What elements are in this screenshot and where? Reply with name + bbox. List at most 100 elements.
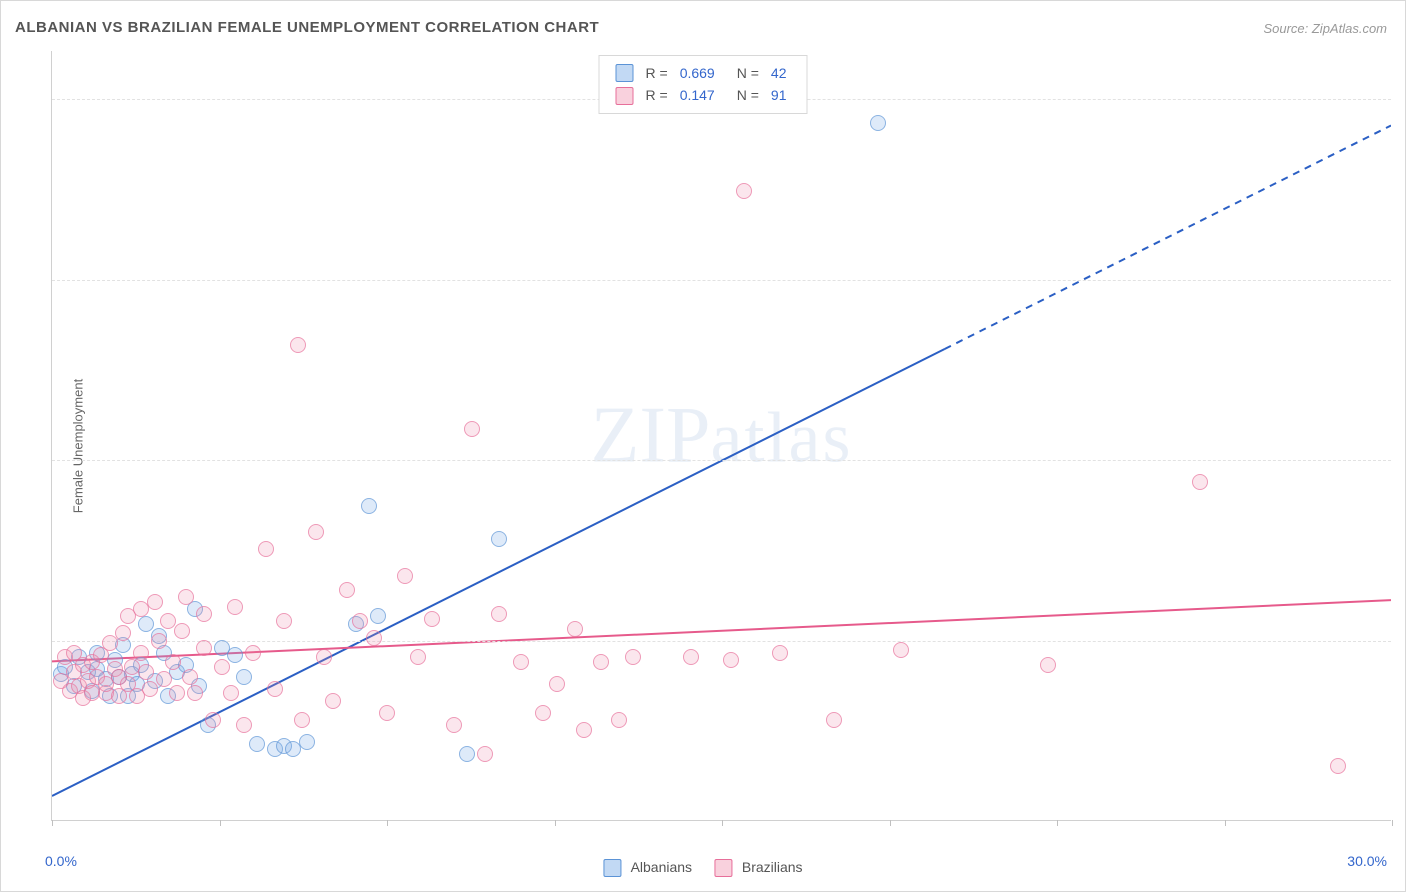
grid-line bbox=[52, 641, 1391, 642]
legend-n-label: N = bbox=[721, 84, 765, 106]
legend-r-value: 0.669 bbox=[674, 62, 721, 84]
scatter-point bbox=[366, 630, 382, 646]
scatter-point bbox=[736, 183, 752, 199]
scatter-point bbox=[187, 685, 203, 701]
scatter-point bbox=[625, 649, 641, 665]
legend-swatch-brazilians bbox=[616, 87, 634, 105]
scatter-point bbox=[1040, 657, 1056, 673]
scatter-point bbox=[138, 664, 154, 680]
trend-line-dashed bbox=[945, 125, 1391, 348]
scatter-point bbox=[151, 633, 167, 649]
scatter-point bbox=[683, 649, 699, 665]
scatter-point bbox=[276, 613, 292, 629]
grid-line bbox=[52, 280, 1391, 281]
scatter-point bbox=[227, 647, 243, 663]
scatter-point bbox=[196, 640, 212, 656]
legend-swatch-albanians bbox=[603, 859, 621, 877]
scatter-point bbox=[169, 685, 185, 701]
chart-title: ALBANIAN VS BRAZILIAN FEMALE UNEMPLOYMEN… bbox=[15, 19, 599, 36]
x-axis-origin-label: 0.0% bbox=[45, 853, 77, 869]
scatter-point bbox=[147, 594, 163, 610]
scatter-point bbox=[214, 659, 230, 675]
scatter-point bbox=[325, 693, 341, 709]
scatter-point bbox=[316, 649, 332, 665]
scatter-point bbox=[870, 115, 886, 131]
scatter-point bbox=[138, 616, 154, 632]
scatter-point bbox=[1192, 474, 1208, 490]
grid-line bbox=[52, 460, 1391, 461]
scatter-point bbox=[267, 681, 283, 697]
trend-lines-layer bbox=[52, 51, 1391, 820]
scatter-point bbox=[370, 608, 386, 624]
legend-row: R = 0.669 N = 42 bbox=[610, 62, 793, 84]
legend-swatch-brazilians bbox=[714, 859, 732, 877]
scatter-point bbox=[178, 589, 194, 605]
legend-n-value: 42 bbox=[765, 62, 793, 84]
x-tick bbox=[387, 820, 388, 826]
scatter-point bbox=[361, 498, 377, 514]
scatter-point bbox=[115, 625, 131, 641]
legend-n-value: 91 bbox=[765, 84, 793, 106]
scatter-point bbox=[290, 337, 306, 353]
x-tick bbox=[1225, 820, 1226, 826]
scatter-point bbox=[258, 541, 274, 557]
scatter-point bbox=[236, 717, 252, 733]
legend-r-label: R = bbox=[640, 62, 674, 84]
legend-label-brazilians: Brazilians bbox=[742, 859, 803, 875]
scatter-point bbox=[576, 722, 592, 738]
scatter-point bbox=[165, 654, 181, 670]
scatter-point bbox=[549, 676, 565, 692]
legend-r-value: 0.147 bbox=[674, 84, 721, 106]
x-tick bbox=[555, 820, 556, 826]
x-tick bbox=[722, 820, 723, 826]
scatter-point bbox=[513, 654, 529, 670]
scatter-point bbox=[182, 669, 198, 685]
scatter-point bbox=[205, 712, 221, 728]
scatter-point bbox=[308, 524, 324, 540]
scatter-point bbox=[477, 746, 493, 762]
legend-label-albanians: Albanians bbox=[631, 859, 693, 875]
legend-swatch-albanians bbox=[616, 64, 634, 82]
scatter-point bbox=[245, 645, 261, 661]
watermark-text-zip: ZIP bbox=[591, 391, 711, 479]
scatter-point bbox=[446, 717, 462, 733]
scatter-point bbox=[723, 652, 739, 668]
scatter-point bbox=[491, 606, 507, 622]
scatter-point bbox=[133, 645, 149, 661]
x-tick bbox=[890, 820, 891, 826]
watermark: ZIPatlas bbox=[591, 390, 853, 481]
scatter-point bbox=[464, 421, 480, 437]
scatter-point bbox=[535, 705, 551, 721]
scatter-point bbox=[294, 712, 310, 728]
x-tick bbox=[220, 820, 221, 826]
scatter-point bbox=[893, 642, 909, 658]
scatter-point bbox=[397, 568, 413, 584]
x-axis-max-label: 30.0% bbox=[1347, 853, 1387, 869]
correlation-legend: R = 0.669 N = 42 R = 0.147 N = 91 bbox=[599, 55, 808, 114]
scatter-point bbox=[1330, 758, 1346, 774]
scatter-point bbox=[223, 685, 239, 701]
plot-area: ZIPatlas bbox=[51, 51, 1391, 821]
scatter-point bbox=[611, 712, 627, 728]
scatter-point bbox=[379, 705, 395, 721]
x-tick bbox=[1392, 820, 1393, 826]
scatter-point bbox=[826, 712, 842, 728]
scatter-point bbox=[459, 746, 475, 762]
scatter-point bbox=[156, 671, 172, 687]
scatter-point bbox=[299, 734, 315, 750]
chart-container: ALBANIAN VS BRAZILIAN FEMALE UNEMPLOYMEN… bbox=[0, 0, 1406, 892]
scatter-point bbox=[567, 621, 583, 637]
scatter-point bbox=[491, 531, 507, 547]
scatter-point bbox=[410, 649, 426, 665]
legend-row: R = 0.147 N = 91 bbox=[610, 84, 793, 106]
trend-line-solid bbox=[52, 349, 945, 796]
scatter-point bbox=[593, 654, 609, 670]
x-tick bbox=[52, 820, 53, 826]
scatter-point bbox=[249, 736, 265, 752]
scatter-point bbox=[196, 606, 212, 622]
legend-r-label: R = bbox=[640, 84, 674, 106]
scatter-point bbox=[227, 599, 243, 615]
scatter-point bbox=[174, 623, 190, 639]
scatter-point bbox=[424, 611, 440, 627]
scatter-point bbox=[772, 645, 788, 661]
